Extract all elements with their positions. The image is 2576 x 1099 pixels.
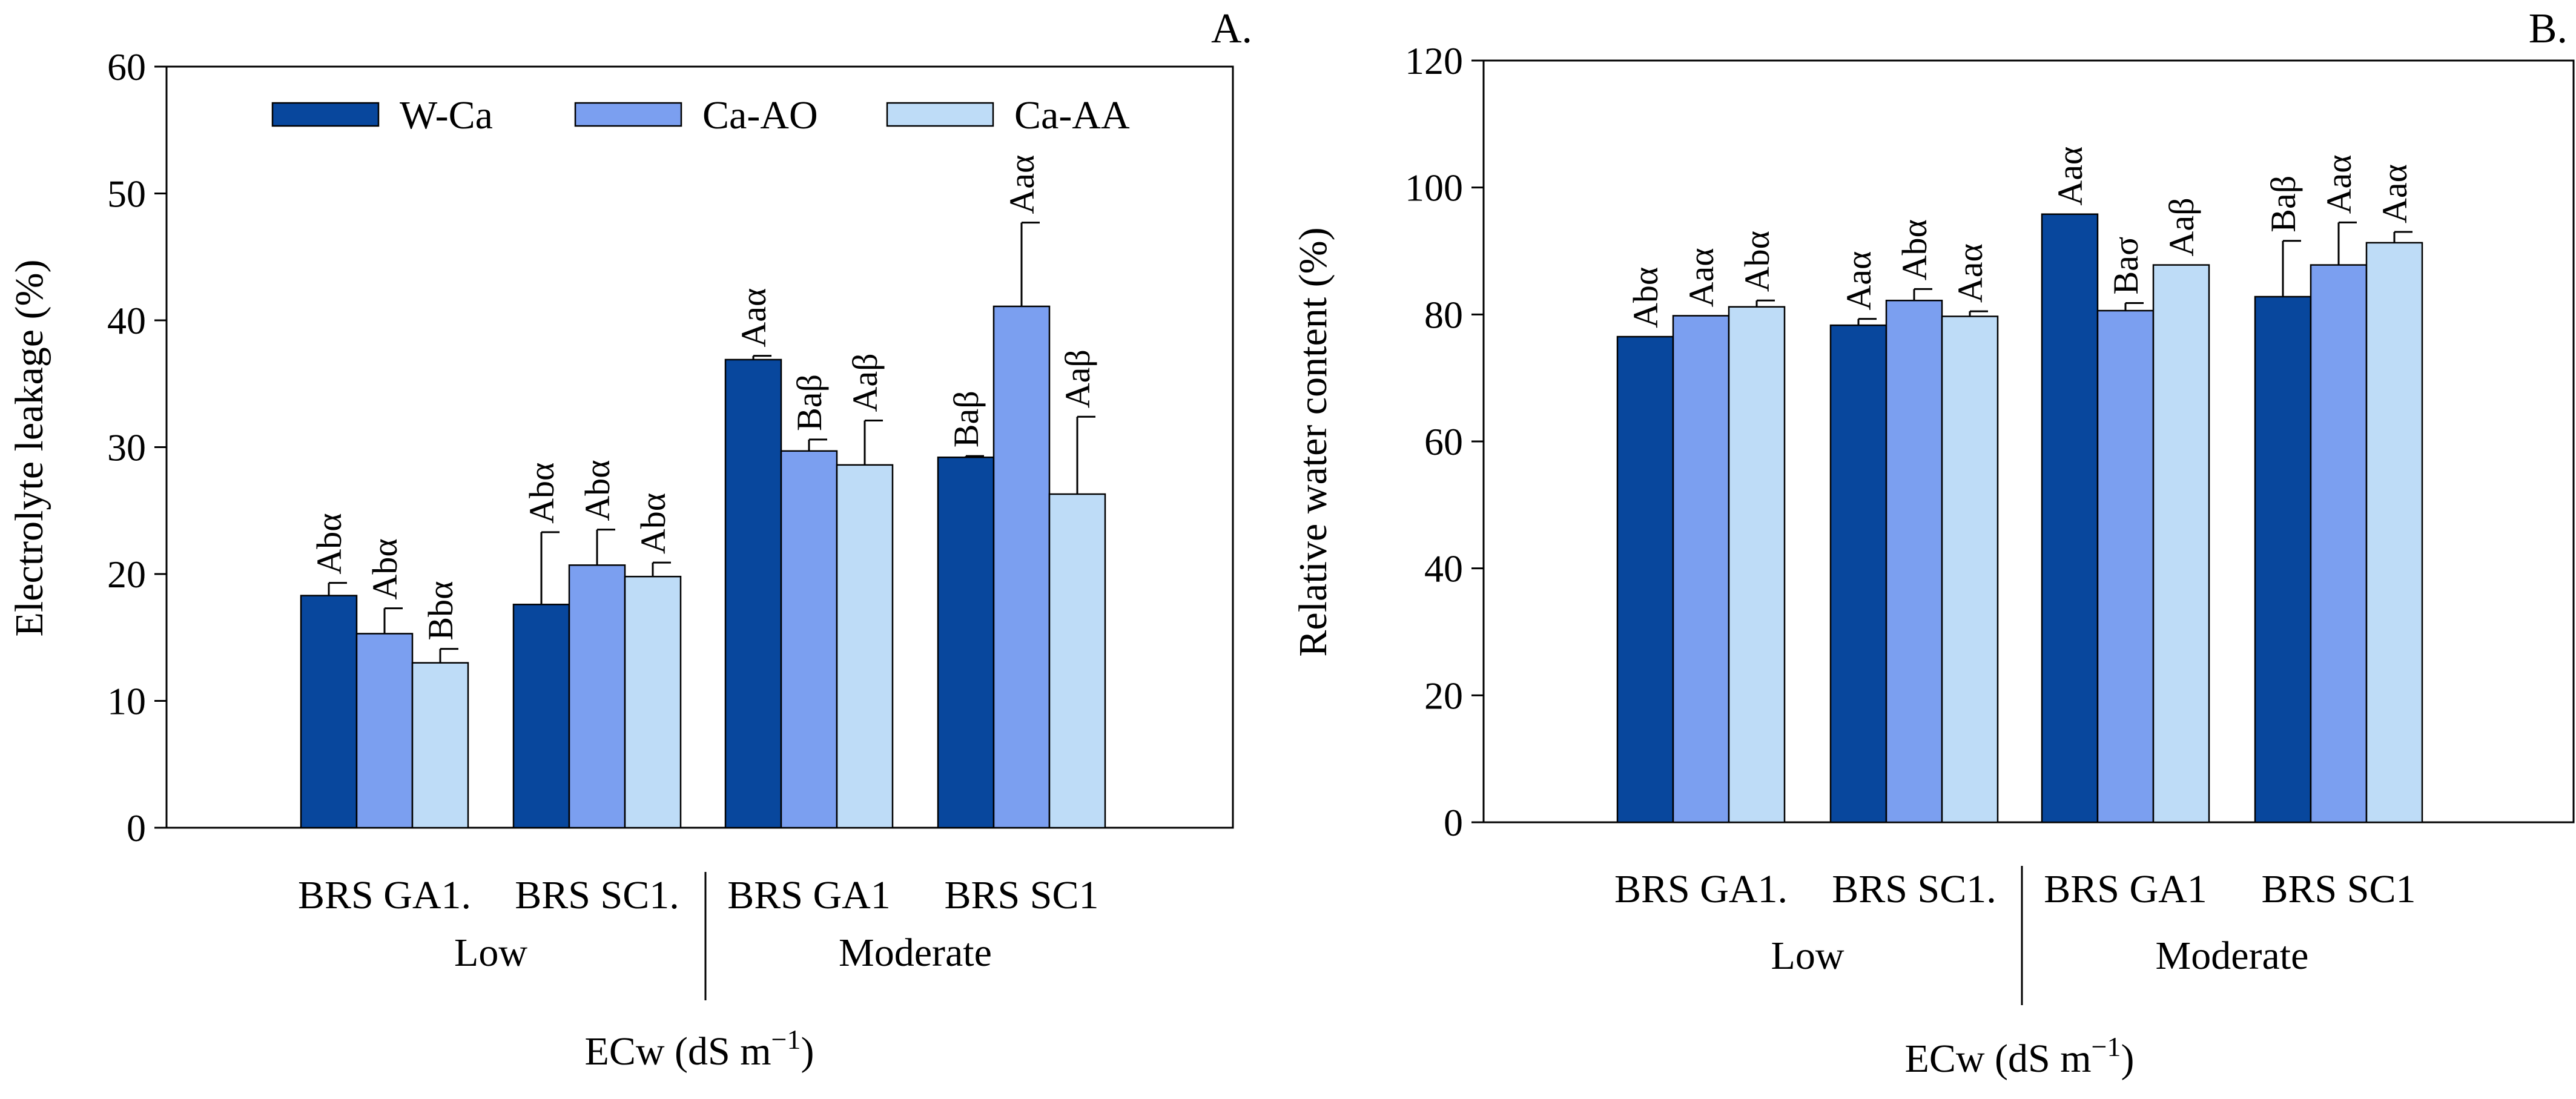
pb-significance-label: Aaα	[1682, 248, 1721, 307]
pa-legend-swatch	[574, 102, 682, 127]
pb-bar	[2041, 213, 2099, 823]
pb-y-tick-label: 40	[1424, 547, 1463, 590]
pa-y-tick-label: 0	[127, 807, 146, 850]
pb-significance-label: Aaα	[1950, 243, 1990, 303]
pa-legend-swatch	[886, 102, 994, 127]
pa-significance-label: Baβ	[790, 374, 829, 431]
pa-bar	[1048, 493, 1106, 829]
pa-y-tick-label: 20	[107, 553, 146, 596]
pa-significance-label: Bbα	[421, 581, 460, 641]
pb-significance-label: Aaα	[2050, 147, 2090, 206]
pb-y-tick-label: 20	[1424, 674, 1463, 717]
pa-group-label: Low	[454, 931, 527, 975]
pa-significance-label: Aaα	[1002, 155, 1042, 214]
pb-y-tick-label: 60	[1424, 420, 1463, 463]
pa-panel-label: A.	[1211, 5, 1252, 52]
pa-group-label: Moderate	[839, 931, 992, 975]
pa-y-tick-label: 60	[107, 45, 146, 88]
pb-significance-label: Baβ	[2264, 176, 2303, 233]
pb-x-axis-title: ECw (dS m−1)	[1905, 1031, 2135, 1081]
pb-y-tick-label: 0	[1444, 801, 1463, 844]
pa-significance-label: Aaβ	[1058, 349, 1097, 408]
pa-significance-label: Abα	[633, 493, 673, 554]
pb-group-label: Moderate	[2156, 934, 2309, 978]
pa-bar	[780, 450, 838, 829]
pb-y-tick-label: 100	[1405, 167, 1463, 210]
pa-bar	[300, 595, 358, 829]
pa-significance-label: Aaβ	[845, 353, 885, 412]
pb-y-axis-title: Relative water content (%)	[1291, 227, 1335, 656]
pb-significance-label: Aaβ	[2162, 197, 2201, 256]
pb-bar	[1941, 315, 1999, 823]
pa-significance-label: Abα	[578, 460, 617, 521]
pb-significance-label: Abα	[1737, 231, 1777, 292]
pa-bar	[724, 358, 782, 829]
pa-bar	[836, 464, 894, 829]
pa-bar	[937, 457, 995, 829]
pb-panel-label: B.	[2529, 5, 2568, 52]
pb-significance-label: Abα	[1895, 219, 1934, 280]
pa-significance-label: Aaα	[734, 288, 773, 348]
pb-bar	[1885, 300, 1943, 823]
pb-significance-label: Aaα	[2319, 154, 2359, 214]
pa-significance-label: Abα	[365, 538, 405, 599]
pb-significance-label: Baσ	[2106, 237, 2145, 295]
pa-category-label: BRS GA1.	[298, 873, 471, 917]
pb-significance-label: Aaα	[1839, 251, 1878, 311]
pa-legend-label: Ca-AA	[1014, 93, 1130, 137]
pa-significance-label: Abα	[309, 513, 349, 574]
pb-bar	[2096, 309, 2155, 823]
pa-bar	[992, 305, 1051, 829]
pb-significance-label: Abα	[1626, 267, 1665, 328]
pb-bar	[2310, 264, 2368, 823]
pa-legend-label: Ca-AO	[702, 93, 818, 137]
pb-category-label: BRS SC1.	[1832, 867, 1996, 911]
pa-significance-label: Baβ	[946, 391, 986, 447]
pa-legend-swatch	[271, 102, 380, 127]
pa-bar	[624, 575, 682, 829]
pa-category-label: BRS SC1	[945, 873, 1099, 917]
pb-category-label: BRS GA1.	[1614, 867, 1788, 911]
pa-bar	[568, 564, 626, 829]
panel-b-chart: 0 20 40 60 80 100 120 Relative water content (%…	[1291, 5, 2575, 1081]
pb-category-label: BRS GA1	[2044, 867, 2207, 911]
pb-significance-label: Aaα	[2375, 164, 2414, 223]
pa-bar	[355, 633, 414, 829]
pb-bar	[1728, 306, 1786, 823]
pb-bar	[1672, 315, 1730, 823]
pa-y-tick-label: 40	[107, 299, 146, 342]
pb-bar	[2152, 264, 2210, 823]
pb-category-label: BRS SC1	[2262, 867, 2416, 911]
pb-bar	[1829, 324, 1887, 823]
pb-bar	[1616, 335, 1674, 823]
panel-a-chart: 0 10 20 30 40 50 60 Electrolyte leakage (%) A. Ab…	[7, 5, 1252, 1074]
pb-y-tick-label: 80	[1424, 293, 1463, 336]
pa-x-axis-title: ECw (dS m−1)	[585, 1024, 814, 1074]
pa-bar	[512, 604, 570, 829]
pb-bar	[2365, 242, 2423, 823]
pa-legend-label: W-Ca	[400, 93, 493, 137]
pa-y-tick-label: 10	[107, 680, 146, 723]
pa-category-label: BRS GA1	[727, 873, 891, 917]
pa-y-tick-label: 30	[107, 426, 146, 469]
pa-significance-label: Abα	[522, 463, 561, 524]
pb-bar	[2254, 295, 2312, 823]
pa-category-label: BRS SC1.	[515, 873, 679, 917]
pb-y-tick-label: 120	[1405, 39, 1463, 82]
pb-group-label: Low	[1771, 934, 1844, 978]
pa-bar	[411, 662, 469, 829]
pa-y-tick-label: 50	[107, 173, 146, 216]
pa-y-axis-title: Electrolyte leakage (%)	[7, 260, 51, 637]
